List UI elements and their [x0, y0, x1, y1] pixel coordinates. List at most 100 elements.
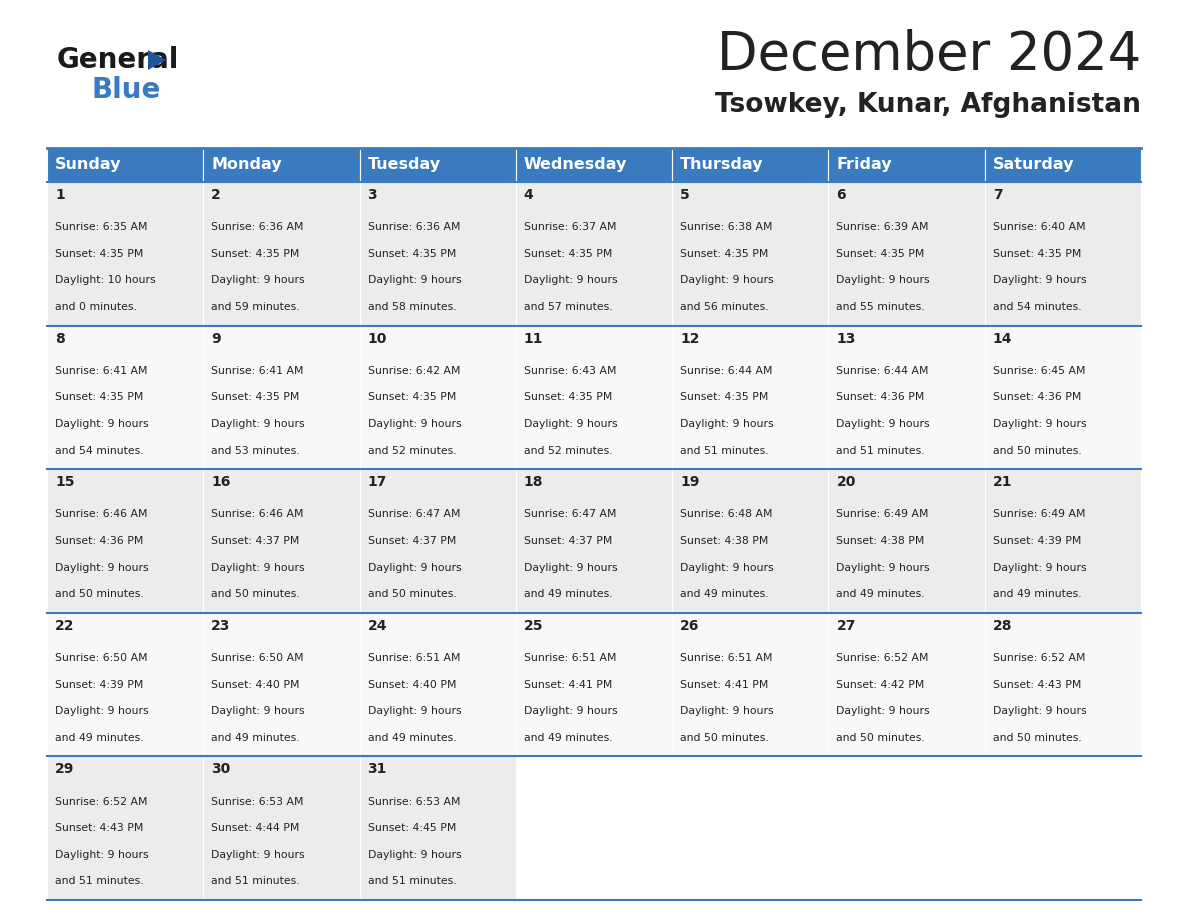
Text: and 51 minutes.: and 51 minutes.: [681, 445, 769, 455]
Text: 28: 28: [993, 619, 1012, 633]
Text: Daylight: 9 hours: Daylight: 9 hours: [211, 275, 305, 285]
Text: 22: 22: [55, 619, 75, 633]
Text: Daylight: 9 hours: Daylight: 9 hours: [524, 419, 618, 429]
Text: Daylight: 9 hours: Daylight: 9 hours: [211, 563, 305, 573]
Bar: [828, 613, 985, 756]
Text: Sunset: 4:40 PM: Sunset: 4:40 PM: [367, 679, 456, 689]
Text: and 49 minutes.: and 49 minutes.: [55, 733, 144, 743]
Text: and 58 minutes.: and 58 minutes.: [367, 302, 456, 312]
Text: Tsowkey, Kunar, Afghanistan: Tsowkey, Kunar, Afghanistan: [715, 92, 1140, 118]
Text: Daylight: 9 hours: Daylight: 9 hours: [993, 563, 1086, 573]
Text: Daylight: 9 hours: Daylight: 9 hours: [836, 706, 930, 716]
Text: Sunrise: 6:36 AM: Sunrise: 6:36 AM: [367, 222, 460, 232]
Text: Sunrise: 6:48 AM: Sunrise: 6:48 AM: [681, 509, 772, 520]
Text: 4: 4: [524, 188, 533, 202]
Text: 27: 27: [836, 619, 855, 633]
Text: 18: 18: [524, 476, 543, 489]
Bar: [203, 469, 360, 613]
Text: Daylight: 9 hours: Daylight: 9 hours: [993, 419, 1086, 429]
Bar: [360, 326, 516, 469]
Text: Sunrise: 6:50 AM: Sunrise: 6:50 AM: [55, 653, 147, 663]
Text: Sunset: 4:35 PM: Sunset: 4:35 PM: [211, 392, 299, 402]
Bar: [985, 469, 1140, 613]
Text: Daylight: 9 hours: Daylight: 9 hours: [211, 419, 305, 429]
Text: Sunrise: 6:51 AM: Sunrise: 6:51 AM: [367, 653, 460, 663]
Text: Sunset: 4:35 PM: Sunset: 4:35 PM: [836, 249, 924, 259]
Bar: [360, 182, 516, 326]
Bar: [203, 182, 360, 326]
Text: Sunset: 4:35 PM: Sunset: 4:35 PM: [55, 249, 144, 259]
Text: and 54 minutes.: and 54 minutes.: [993, 302, 1081, 312]
Bar: [203, 613, 360, 756]
Bar: [203, 756, 360, 900]
Text: and 0 minutes.: and 0 minutes.: [55, 302, 137, 312]
Text: Sunset: 4:43 PM: Sunset: 4:43 PM: [55, 823, 144, 834]
Text: 9: 9: [211, 331, 221, 345]
Text: 15: 15: [55, 476, 75, 489]
Text: 7: 7: [993, 188, 1003, 202]
Text: and 57 minutes.: and 57 minutes.: [524, 302, 613, 312]
Text: 8: 8: [55, 331, 65, 345]
Text: Sunrise: 6:44 AM: Sunrise: 6:44 AM: [681, 365, 772, 375]
Text: 6: 6: [836, 188, 846, 202]
Bar: [203, 148, 360, 182]
Bar: [48, 613, 203, 756]
Text: Sunset: 4:35 PM: Sunset: 4:35 PM: [367, 249, 456, 259]
Text: Daylight: 9 hours: Daylight: 9 hours: [681, 419, 773, 429]
Bar: [828, 182, 985, 326]
Polygon shape: [148, 50, 166, 70]
Text: Sunrise: 6:43 AM: Sunrise: 6:43 AM: [524, 365, 617, 375]
Text: 30: 30: [211, 763, 230, 777]
Text: Sunset: 4:37 PM: Sunset: 4:37 PM: [524, 536, 612, 546]
Text: Daylight: 9 hours: Daylight: 9 hours: [55, 850, 148, 860]
Text: and 50 minutes.: and 50 minutes.: [681, 733, 769, 743]
Text: 24: 24: [367, 619, 387, 633]
Text: Blue: Blue: [91, 76, 160, 104]
Text: Sunset: 4:35 PM: Sunset: 4:35 PM: [681, 249, 769, 259]
Text: 25: 25: [524, 619, 543, 633]
Text: 5: 5: [681, 188, 690, 202]
Text: Daylight: 9 hours: Daylight: 9 hours: [836, 563, 930, 573]
Text: and 52 minutes.: and 52 minutes.: [524, 445, 613, 455]
Bar: [516, 148, 672, 182]
Text: 1: 1: [55, 188, 65, 202]
Text: Sunrise: 6:40 AM: Sunrise: 6:40 AM: [993, 222, 1086, 232]
Bar: [828, 469, 985, 613]
Bar: [672, 613, 828, 756]
Text: Friday: Friday: [836, 158, 892, 173]
Text: Sunrise: 6:52 AM: Sunrise: 6:52 AM: [55, 797, 147, 807]
Bar: [48, 182, 203, 326]
Text: Daylight: 9 hours: Daylight: 9 hours: [367, 563, 461, 573]
Text: Sunset: 4:45 PM: Sunset: 4:45 PM: [367, 823, 456, 834]
Text: 2: 2: [211, 188, 221, 202]
Text: 12: 12: [681, 331, 700, 345]
Text: Sunrise: 6:53 AM: Sunrise: 6:53 AM: [211, 797, 304, 807]
Bar: [516, 469, 672, 613]
Bar: [360, 613, 516, 756]
Text: and 49 minutes.: and 49 minutes.: [524, 589, 613, 599]
Text: Sunset: 4:39 PM: Sunset: 4:39 PM: [993, 536, 1081, 546]
Text: Sunrise: 6:49 AM: Sunrise: 6:49 AM: [836, 509, 929, 520]
Text: Sunset: 4:36 PM: Sunset: 4:36 PM: [55, 536, 144, 546]
Text: and 56 minutes.: and 56 minutes.: [681, 302, 769, 312]
Text: and 49 minutes.: and 49 minutes.: [836, 589, 925, 599]
Bar: [48, 469, 203, 613]
Text: and 50 minutes.: and 50 minutes.: [211, 589, 301, 599]
Text: Sunrise: 6:47 AM: Sunrise: 6:47 AM: [367, 509, 460, 520]
Text: Daylight: 9 hours: Daylight: 9 hours: [993, 275, 1086, 285]
Text: Sunset: 4:35 PM: Sunset: 4:35 PM: [524, 249, 612, 259]
Text: Daylight: 9 hours: Daylight: 9 hours: [55, 706, 148, 716]
Bar: [672, 182, 828, 326]
Text: Saturday: Saturday: [993, 158, 1074, 173]
Text: Sunset: 4:35 PM: Sunset: 4:35 PM: [55, 392, 144, 402]
Text: Sunrise: 6:46 AM: Sunrise: 6:46 AM: [211, 509, 304, 520]
Text: Sunset: 4:43 PM: Sunset: 4:43 PM: [993, 679, 1081, 689]
Text: Daylight: 9 hours: Daylight: 9 hours: [681, 275, 773, 285]
Text: Sunset: 4:40 PM: Sunset: 4:40 PM: [211, 679, 299, 689]
Bar: [360, 148, 516, 182]
Text: Tuesday: Tuesday: [367, 158, 441, 173]
Text: Sunrise: 6:52 AM: Sunrise: 6:52 AM: [836, 653, 929, 663]
Bar: [360, 469, 516, 613]
Text: and 52 minutes.: and 52 minutes.: [367, 445, 456, 455]
Text: and 49 minutes.: and 49 minutes.: [993, 589, 1081, 599]
